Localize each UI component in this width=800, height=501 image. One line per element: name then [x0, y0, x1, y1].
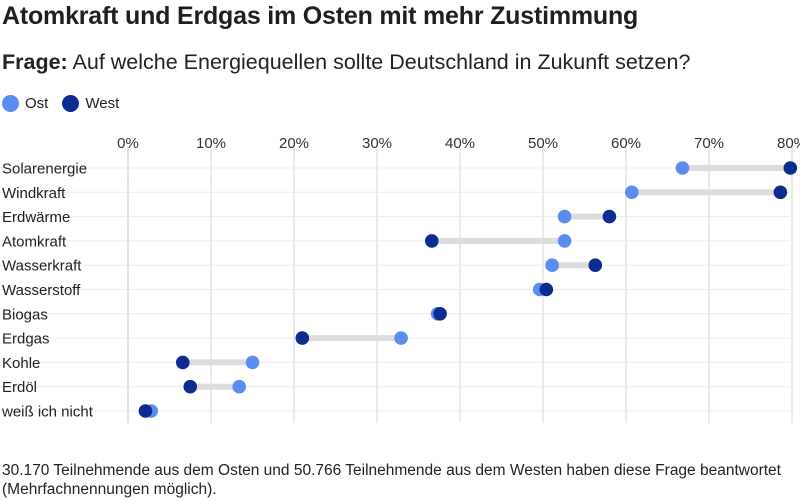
footnote: 30.170 Teilnehmende aus dem Osten und 50… [2, 462, 781, 498]
category-label: Erdöl [2, 379, 37, 396]
chart-title: Atomkraft und Erdgas im Osten mit mehr Z… [2, 2, 639, 30]
x-tick-label: 70% [694, 135, 724, 152]
data-point-ost [394, 331, 408, 345]
x-tick-label: 20% [279, 135, 309, 152]
x-tick-label: 40% [445, 135, 475, 152]
category-label: Wasserstoff [2, 282, 81, 299]
data-point-west [588, 258, 603, 272]
legend-marker-ost [2, 95, 19, 112]
category-label: Biogas [2, 306, 48, 323]
data-point-ost [545, 258, 559, 272]
category-label: Wasserkraft [2, 258, 82, 275]
x-tick-label: 60% [611, 135, 641, 152]
data-point-west [783, 161, 798, 175]
legend-item-west: West [62, 95, 119, 112]
data-point-west [183, 379, 198, 394]
data-point-west [175, 355, 190, 370]
data-point-west [138, 404, 153, 418]
category-label: Windkraft [2, 185, 66, 202]
category-label: Solarenergie [2, 161, 87, 178]
data-point-west [602, 209, 617, 224]
data-point-west [295, 331, 310, 345]
x-tick-label: 10% [196, 135, 226, 152]
x-tick-label: 80% [777, 135, 800, 152]
data-point-west [433, 307, 447, 321]
data-point-ost [245, 355, 260, 370]
dot-plot: 0% 10% 20% 30% 40% 50% 60% 70% 80% Solarenergie Wi… [0, 135, 800, 423]
data-point-ost [557, 209, 572, 224]
category-label: Kohle [2, 355, 40, 372]
legend-marker-west [62, 95, 80, 112]
chart-question: Frage: Auf welche Energiequellen sollte … [2, 50, 690, 75]
data-point-west [773, 185, 788, 200]
data-point-ost [625, 185, 639, 200]
legend-label-ost: Ost [25, 95, 49, 112]
data-point-ost [232, 379, 247, 394]
question-text: Auf welche Energiequellen sollte Deutsch… [72, 50, 691, 74]
x-tick-label: 50% [528, 135, 558, 152]
category-label: Erdgas [2, 331, 50, 348]
legend-item-ost: Ost [2, 95, 48, 112]
question-lead: Frage: [2, 50, 68, 74]
data-point-west [424, 234, 439, 248]
chart-legend: Ost West [2, 95, 133, 112]
category-label: weiß ich nicht [1, 404, 94, 421]
legend-label-west: West [85, 95, 120, 112]
x-tick-label: 30% [362, 135, 392, 152]
category-label: Erdwärme [2, 209, 70, 226]
data-point-ost [557, 234, 572, 248]
x-tick-label: 0% [117, 135, 139, 152]
data-point-west [539, 282, 554, 297]
category-label: Atomkraft [2, 233, 67, 250]
data-point-ost [675, 161, 690, 175]
